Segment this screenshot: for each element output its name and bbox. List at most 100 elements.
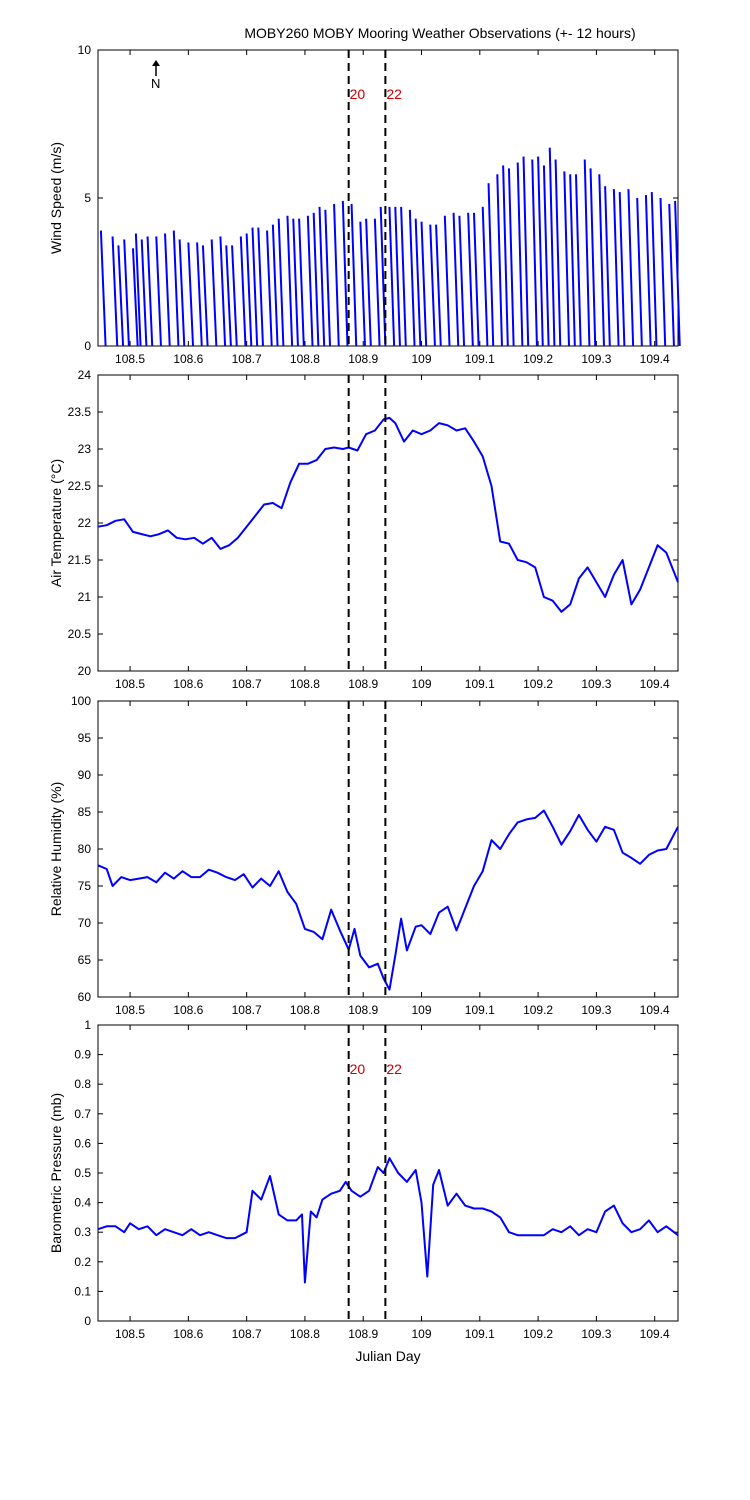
y-tick-label: 1 [84,1018,91,1032]
x-tick-label: 109.3 [581,677,611,691]
x-tick-label: 108.6 [173,352,203,366]
y-tick-label: 85 [78,805,92,819]
y-tick-label: 23 [78,442,92,456]
wind-vector [225,245,232,347]
wind-vector [306,215,314,347]
wind-vector [271,224,279,347]
wind-vector [569,174,576,347]
x-tick-label: 108.8 [290,1003,320,1017]
wind-vector [117,245,125,347]
y-tick-label: 65 [78,953,92,967]
x-tick-label: 109.2 [523,352,553,366]
x-tick-label: 108.9 [348,1327,378,1341]
wind-vector [266,230,273,347]
panel-temp: 20 20.5 21 21.5 22 22.5 23 23.5 24 108.5 108.6 108.… [48,368,679,691]
wind-vector [548,147,556,347]
y-axis-label: Wind Speed (m/s) [48,142,64,254]
y-tick-label: 0.9 [74,1048,91,1062]
wind-vector [522,156,530,347]
wind-vector [172,230,180,347]
y-tick-label: 60 [78,990,92,1004]
wind-vector [379,206,387,347]
y-tick-label: 0.7 [74,1107,91,1121]
series-line-baro [97,1157,679,1284]
wind-vector [659,197,667,347]
wind-vector [408,209,416,347]
figure-title: MOBY260 MOBY Mooring Weather Observation… [244,25,636,41]
x-tick-label: 108.7 [232,1327,262,1341]
x-tick-label: 108.7 [232,1003,262,1017]
wind-vector [359,221,366,347]
x-tick-label: 109.4 [640,677,670,691]
wind-vector [674,200,681,347]
wind-vector [245,233,253,347]
wind-vector [164,233,171,347]
wind-vector [400,206,407,347]
wind-vector [443,215,451,347]
wind-vector [257,227,264,347]
y-tick-label: 0.4 [74,1196,91,1210]
x-tick-label: 109.1 [465,1327,495,1341]
wind-vector [598,174,605,347]
wind-vector [414,218,422,347]
y-tick-label: 90 [78,768,92,782]
y-tick-label: 100 [71,694,91,708]
wind-vector [298,218,305,347]
y-tick-label: 21.5 [68,553,92,567]
y-tick-label: 22 [78,516,92,530]
wind-vector [542,165,550,347]
x-tick-label: 108.7 [232,352,262,366]
x-tick-label: 109.1 [465,352,495,366]
wind-vector [239,236,247,347]
y-tick-label: 80 [78,842,92,856]
wind-vector [644,195,652,347]
x-tick-label: 109.4 [640,1003,670,1017]
wind-vector [516,162,524,347]
x-tick-label: 108.6 [173,1003,203,1017]
x-tick-label: 109.2 [523,677,553,691]
y-tick-label: 0.3 [74,1225,91,1239]
wind-vector [458,215,466,347]
y-tick-label: 10 [78,43,92,57]
y-tick-label: 0 [84,1314,91,1328]
x-tick-label: 109.4 [640,352,670,366]
wind-vector [178,239,186,347]
x-tick-label: 108.5 [115,1327,145,1341]
wind-vector [201,245,209,347]
wind-vector [502,165,509,347]
wind-vector [394,206,401,347]
series-line-temp [97,416,679,613]
wind-vector [507,168,515,347]
wind-vector [435,224,442,347]
x-tick-label: 109.2 [523,1327,553,1341]
wind-vector [420,221,428,347]
x-axis-label: Julian Day [355,1348,420,1364]
x-tick-label: 109 [412,352,432,366]
wind-vector [563,171,570,347]
wind-vector [612,189,620,347]
wind-vector [140,239,148,347]
x-tick-label: 108.8 [290,1327,320,1341]
wind-vector [333,203,340,347]
x-tick-label: 108.5 [115,352,145,366]
x-tick-label: 108.8 [290,352,320,366]
x-tick-label: 109.4 [640,1327,670,1341]
wind-vector [452,212,460,347]
wind-vector [251,227,259,347]
x-tick-label: 109.2 [523,1003,553,1017]
wind-vector [219,236,227,347]
axes-frame [97,700,679,998]
x-tick-label: 108.9 [348,352,378,366]
wind-vector [292,218,299,347]
wind-vector [131,248,139,347]
x-tick-label: 108.6 [173,1327,203,1341]
marker-label: 22 [386,1061,402,1077]
wind-vector [496,174,503,347]
x-tick-label: 109 [412,677,432,691]
wind-vector [604,186,611,347]
wind-vector [134,233,142,347]
x-tick-label: 109 [412,1327,432,1341]
wind-vector [196,242,203,347]
wind-vector [668,203,675,347]
